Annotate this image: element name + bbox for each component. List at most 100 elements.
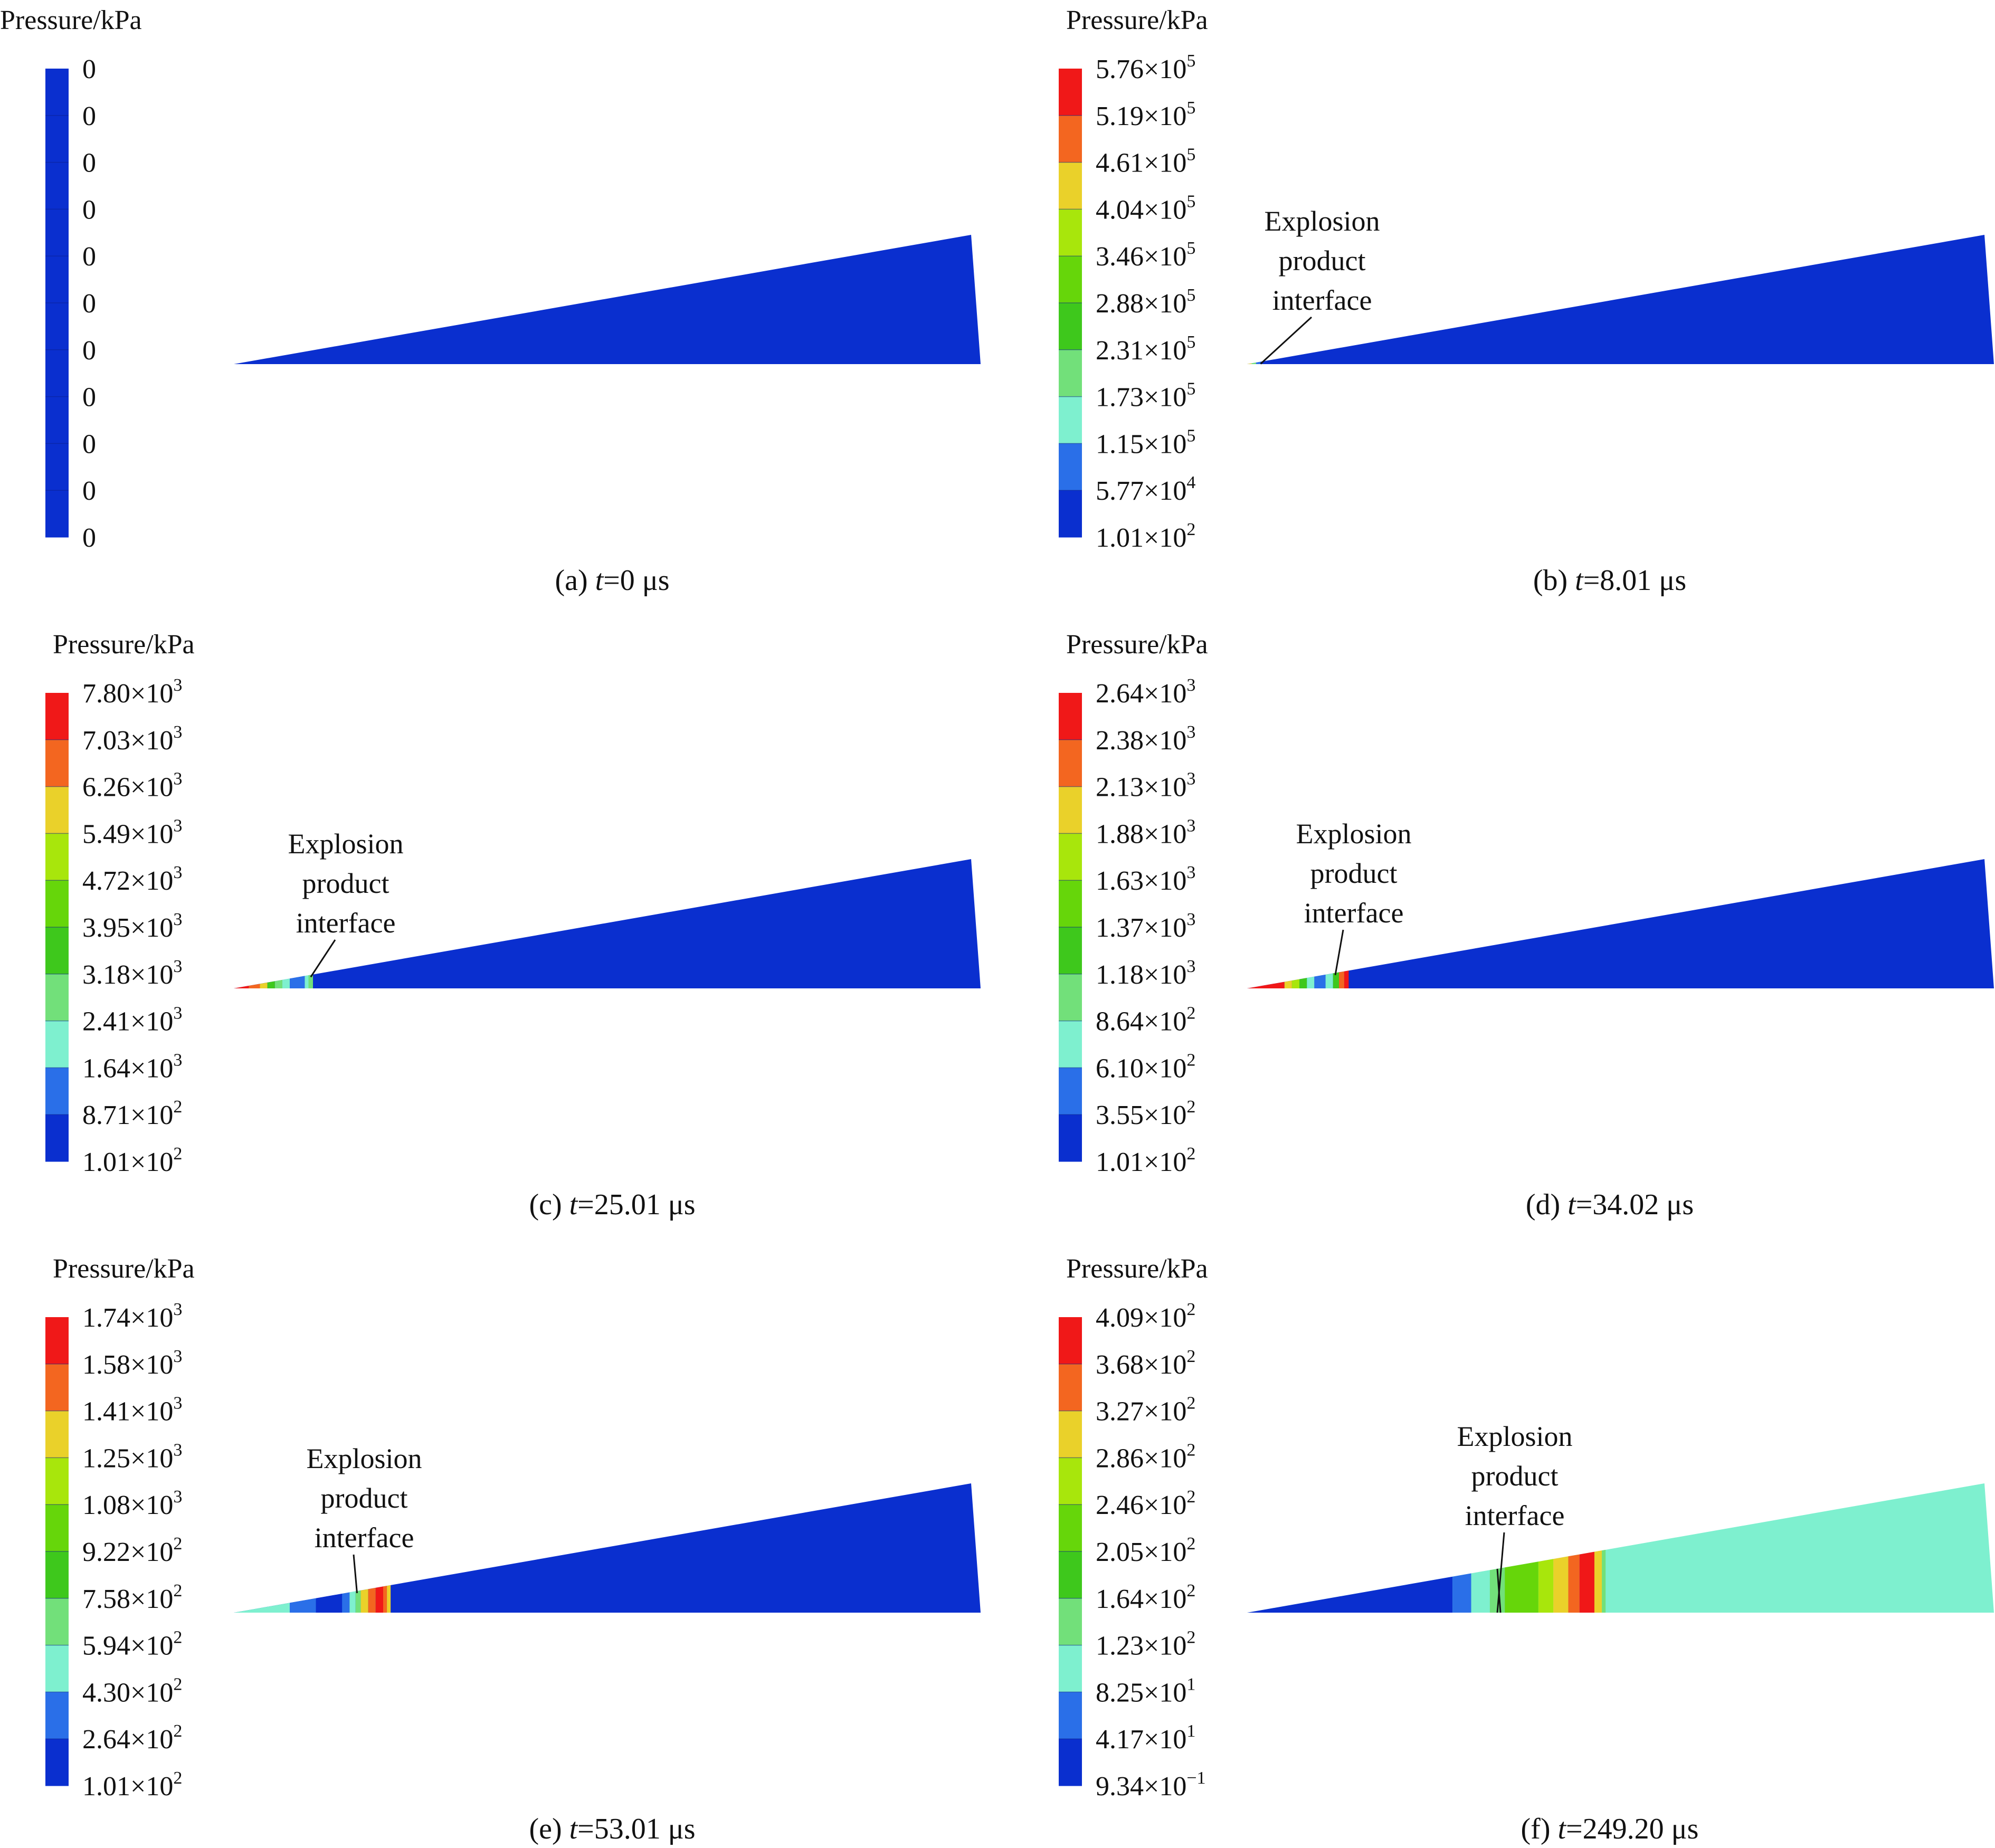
pressure-band — [1307, 976, 1315, 988]
legend-color-swatch — [1059, 256, 1082, 303]
legend-label: 1.63×103 — [1096, 863, 1195, 896]
panel-caption: (f) t=249.20 μs — [1521, 1813, 1699, 1845]
legend-label: 1.01×102 — [82, 1144, 182, 1177]
legend-label: 4.61×105 — [1096, 145, 1195, 178]
legend-label: 5.49×103 — [82, 816, 182, 849]
legend-label: 0 — [82, 148, 96, 178]
legend-label: 9.34×10−1 — [1096, 1768, 1206, 1802]
pressure-band — [368, 1587, 376, 1613]
legend-label: 4.09×102 — [1096, 1300, 1195, 1333]
interface-line — [1496, 1568, 1502, 1613]
pressure-band — [234, 986, 249, 988]
legend-color-swatch — [45, 833, 69, 881]
legend-label: 2.05×102 — [1096, 1534, 1195, 1567]
annotation-text: interface — [315, 1522, 414, 1554]
legend-label: 1.88×103 — [1096, 816, 1195, 849]
pressure-band — [1568, 1554, 1580, 1613]
legend-label: 2.88×105 — [1096, 285, 1195, 319]
legend-color-swatch — [1059, 1551, 1082, 1599]
legend-title: Pressure/kPa — [0, 5, 142, 35]
legend-color-swatch — [1059, 162, 1082, 209]
legend-label: 1.25×103 — [82, 1440, 182, 1473]
annotation-text: product — [1279, 245, 1366, 277]
legend-color-swatch — [1059, 974, 1082, 1022]
legend-color-swatch — [45, 115, 69, 163]
pressure-band — [1553, 1556, 1569, 1613]
legend-title: Pressure/kPa — [1066, 1254, 1208, 1284]
panel-caption: (c) t=25.01 μs — [529, 1188, 695, 1221]
legend-label: 4.04×105 — [1096, 192, 1195, 225]
panel-caption: (b) t=8.01 μs — [1533, 564, 1686, 597]
legend-color-swatch — [45, 693, 69, 740]
legend-color-swatch — [1059, 693, 1082, 740]
legend-color-swatch — [45, 927, 69, 975]
legend-label: 1.73×105 — [1096, 379, 1195, 413]
legend-color-swatch — [1059, 1364, 1082, 1412]
legend-title: Pressure/kPa — [53, 1254, 195, 1284]
legend-color-swatch — [45, 1504, 69, 1552]
legend-color-swatch — [1059, 396, 1082, 444]
legend-color-swatch — [45, 1598, 69, 1646]
legend-label: 0 — [82, 289, 96, 319]
legend-label: 6.10×102 — [1096, 1050, 1195, 1083]
legend-color-swatch — [45, 396, 69, 444]
legend-label: 1.01×102 — [1096, 1144, 1195, 1177]
legend-color-swatch — [1059, 1458, 1082, 1505]
pressure-band — [1247, 1576, 1453, 1613]
legend-color-swatch — [45, 1739, 69, 1786]
legend-color-swatch — [1059, 739, 1082, 787]
legend-color-swatch — [45, 1114, 69, 1162]
legend-label: 4.72×103 — [82, 863, 182, 896]
pressure-band — [260, 982, 268, 988]
panel-caption: (d) t=34.02 μs — [1526, 1188, 1694, 1221]
legend-color-swatch — [45, 1411, 69, 1458]
legend-label: 8.71×102 — [82, 1097, 182, 1130]
legend-color-swatch — [1059, 1068, 1082, 1115]
pressure-band — [387, 1585, 391, 1613]
panel-caption: (e) t=53.01 μs — [529, 1813, 695, 1845]
pressure-band — [360, 1589, 368, 1613]
contour-panel: Pressure/kPa 1.74×103 1.58×103 1.41×103 1.25… — [45, 1254, 981, 1845]
pressure-band — [349, 1591, 356, 1613]
annotation-text: interface — [1272, 284, 1372, 316]
legend-color-swatch — [45, 1364, 69, 1412]
legend-label: 7.80×103 — [82, 675, 182, 709]
legend-color-swatch — [45, 1458, 69, 1505]
legend-label: 5.94×102 — [82, 1628, 182, 1661]
legend-label: 2.64×103 — [1096, 675, 1195, 709]
annotation-text: Explosion — [1457, 1421, 1572, 1452]
annotation-text: Explosion — [1264, 205, 1380, 237]
legend-color-swatch — [1059, 349, 1082, 397]
legend-label: 3.46×105 — [1096, 239, 1195, 272]
legend-color-swatch — [45, 1692, 69, 1739]
legend-color-swatch — [1059, 1739, 1082, 1786]
legend-label: 9.22×102 — [82, 1534, 182, 1567]
pressure-wedge — [234, 1483, 981, 1613]
pressure-band — [308, 974, 313, 988]
pressure-band — [305, 975, 309, 988]
legend-label: 1.01×102 — [82, 1768, 182, 1802]
legend-color-swatch — [1059, 69, 1082, 116]
legend-label: 1.64×103 — [82, 1050, 182, 1083]
legend-label: 1.01×102 — [1096, 520, 1195, 553]
pressure-band — [1579, 1551, 1594, 1613]
legend-label: 8.64×102 — [1096, 1004, 1195, 1037]
pressure-band — [342, 1592, 350, 1613]
pressure-band — [290, 976, 305, 988]
legend-label: 0 — [82, 54, 96, 84]
legend-color-swatch — [45, 209, 69, 256]
pressure-band — [267, 981, 275, 988]
legend-label: 1.23×102 — [1096, 1628, 1195, 1661]
legend-color-swatch — [1059, 209, 1082, 256]
legend-label: 0 — [82, 101, 96, 131]
legend-label: 7.03×103 — [82, 722, 182, 756]
pressure-band — [1344, 970, 1349, 988]
legend-label: 4.17×101 — [1096, 1721, 1195, 1755]
legend-color-swatch — [1059, 880, 1082, 928]
pressure-wedge — [234, 235, 981, 364]
annotation-text: Explosion — [288, 828, 403, 860]
legend-color-swatch — [45, 786, 69, 834]
legend-label: 1.41×103 — [82, 1394, 182, 1427]
legend-label: 0 — [82, 383, 96, 413]
